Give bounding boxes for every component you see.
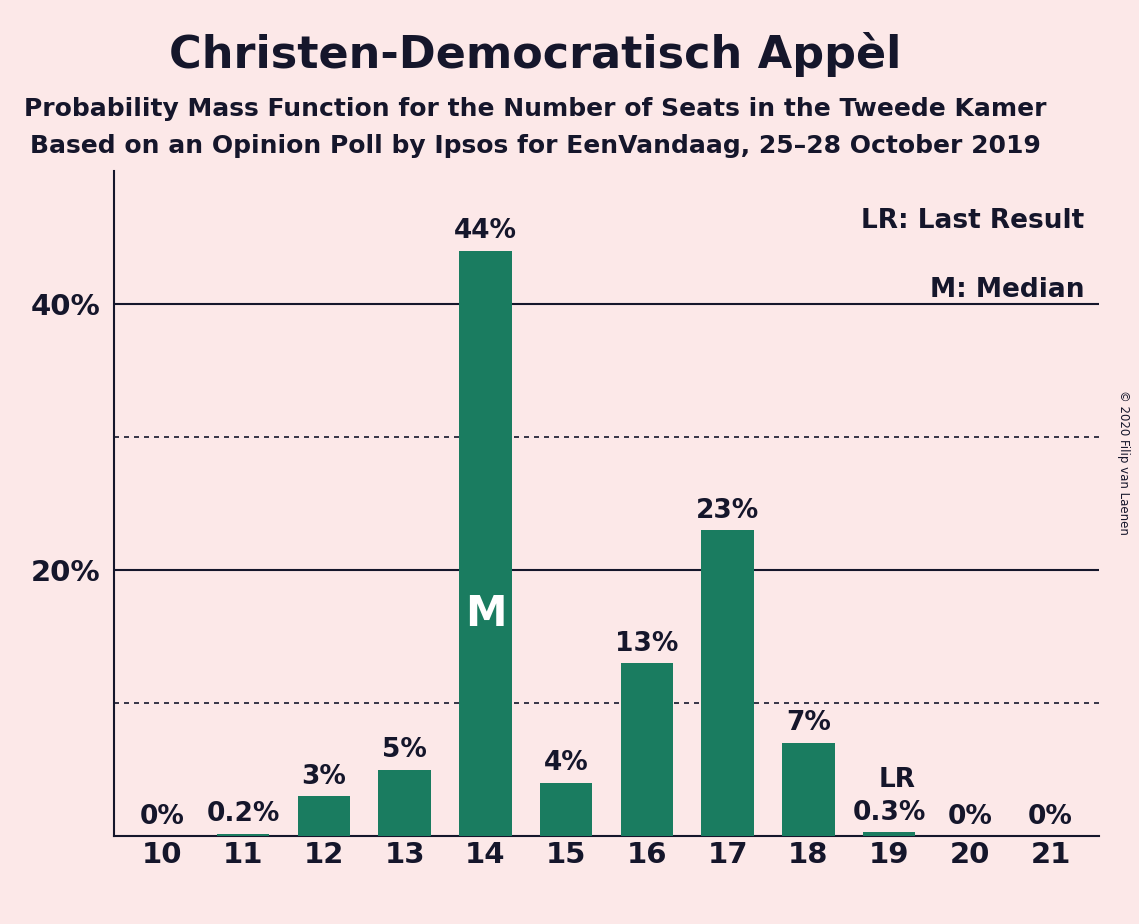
Text: 0%: 0% <box>948 804 992 830</box>
Text: 7%: 7% <box>786 711 830 736</box>
Bar <box>297 796 350 836</box>
Text: 0.2%: 0.2% <box>206 801 280 827</box>
Bar <box>459 250 511 836</box>
Text: 23%: 23% <box>696 497 760 524</box>
Text: M: Median: M: Median <box>929 277 1084 303</box>
Text: 0%: 0% <box>140 804 185 830</box>
Text: 44%: 44% <box>453 218 517 244</box>
Text: LR: Last Result: LR: Last Result <box>861 208 1084 234</box>
Bar <box>702 530 754 836</box>
Text: LR: LR <box>879 767 916 794</box>
Text: 4%: 4% <box>543 750 589 776</box>
Text: Probability Mass Function for the Number of Seats in the Tweede Kamer: Probability Mass Function for the Number… <box>24 97 1047 121</box>
Text: © 2020 Filip van Laenen: © 2020 Filip van Laenen <box>1117 390 1130 534</box>
Text: 13%: 13% <box>615 630 679 657</box>
Text: 5%: 5% <box>383 737 427 763</box>
Bar <box>216 833 269 836</box>
Text: 0.3%: 0.3% <box>852 799 926 825</box>
Text: Based on an Opinion Poll by Ipsos for EenVandaag, 25–28 October 2019: Based on an Opinion Poll by Ipsos for Ee… <box>30 134 1041 158</box>
Bar <box>378 770 431 836</box>
Text: 3%: 3% <box>302 763 346 790</box>
Text: Christen-Democratisch Appèl: Christen-Democratisch Appèl <box>170 32 901 78</box>
Bar <box>782 743 835 836</box>
Text: M: M <box>465 593 506 635</box>
Bar <box>863 833 916 836</box>
Bar <box>621 663 673 836</box>
Bar <box>540 783 592 836</box>
Text: 0%: 0% <box>1029 804 1073 830</box>
